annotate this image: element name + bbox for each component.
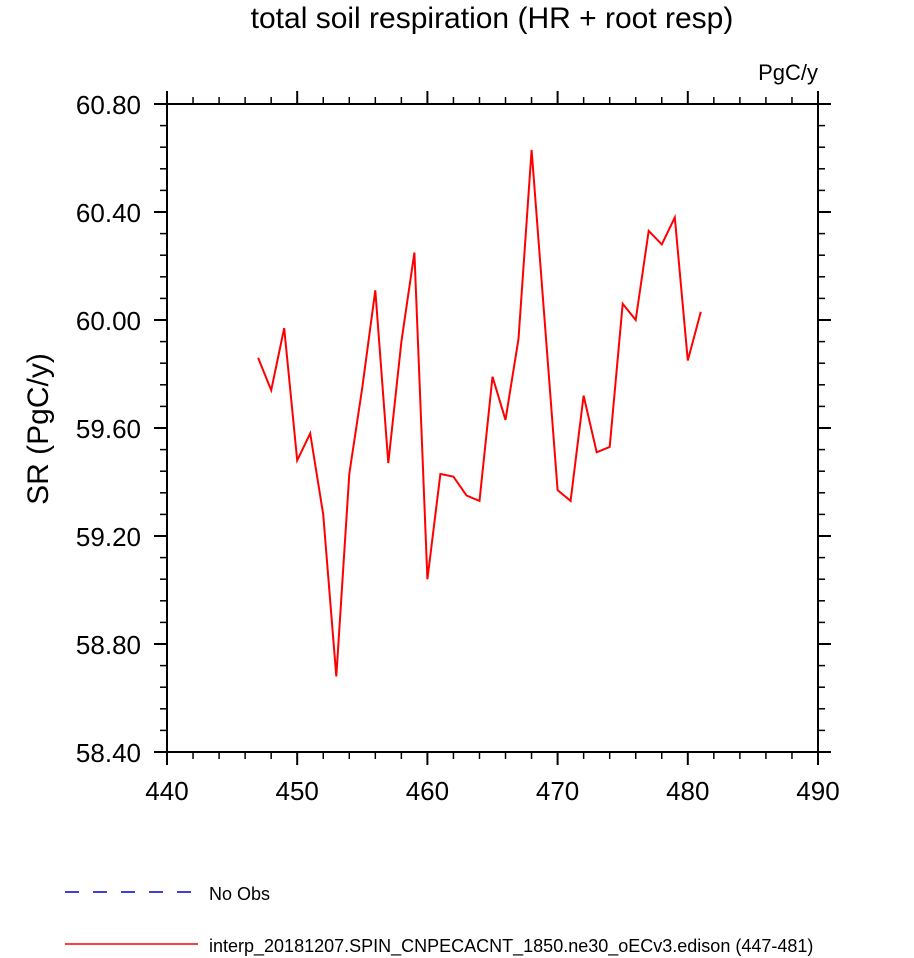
series-line-0 [257,149,702,677]
y-tick-label: 59.20 [76,522,141,552]
legend-label-no-obs: No Obs [209,884,270,904]
axis-ticks [154,91,831,765]
x-tick-label: 480 [666,776,709,806]
y-tick-label: 60.40 [76,198,141,228]
y-axis-label: SR (PgC/y) [22,353,55,505]
y-tick-label: 60.80 [76,90,141,120]
units-label: PgC/y [758,60,818,85]
chart-title: total soil respiration (HR + root resp) [251,2,734,35]
y-tick-label: 59.60 [76,414,141,444]
legend-label-model: interp_20181207.SPIN_CNPECACNT_1850.ne30… [209,936,813,957]
x-tick-label: 470 [536,776,579,806]
y-tick-label: 60.00 [76,306,141,336]
x-tick-labels: 440 450 460 470 480 490 [145,776,839,806]
x-tick-label: 490 [796,776,839,806]
y-tick-label: 58.80 [76,630,141,660]
series-layer [257,149,702,677]
plot-frame [166,103,819,753]
x-tick-label: 440 [145,776,188,806]
legend: No Obs interp_20181207.SPIN_CNPECACNT_18… [65,884,813,957]
x-tick-label: 460 [406,776,449,806]
x-tick-label: 450 [276,776,319,806]
y-tick-labels: 58.40 58.80 59.20 59.60 60.00 60.40 60.80 [76,90,141,768]
y-tick-label: 58.40 [76,738,141,768]
